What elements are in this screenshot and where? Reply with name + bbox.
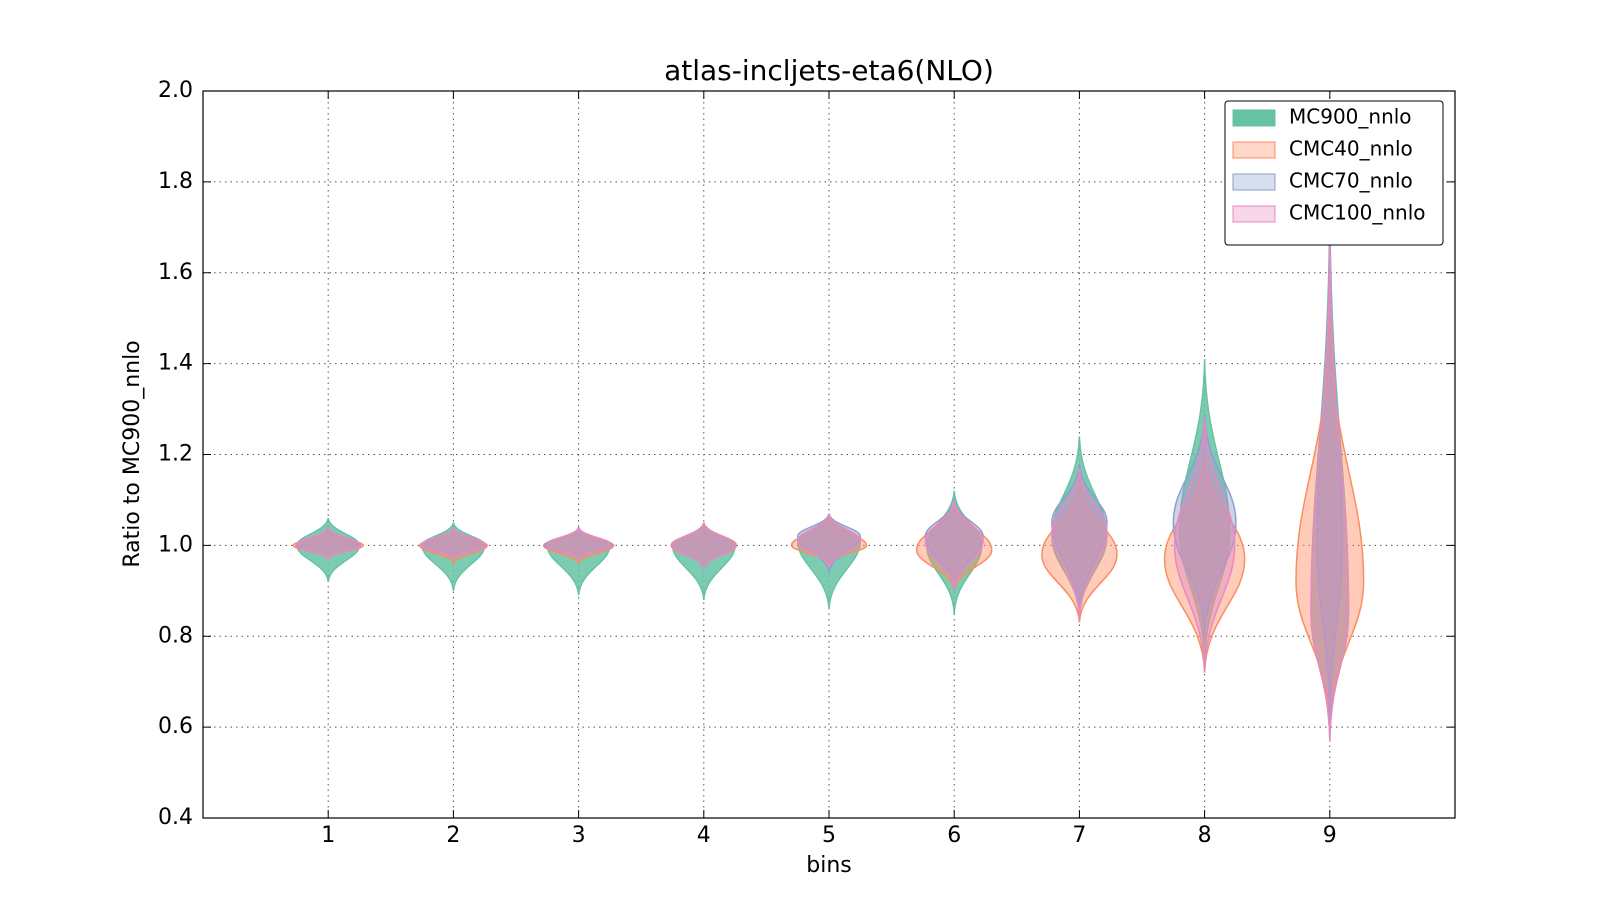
violin <box>420 526 487 560</box>
y-tick-label: 1.6 <box>158 260 193 285</box>
violin <box>1051 468 1108 619</box>
x-tick-label: 4 <box>697 823 711 848</box>
legend-swatch <box>1232 141 1276 159</box>
y-tick-label: 1.4 <box>158 351 193 376</box>
x-tick-label: 1 <box>321 823 335 848</box>
violin <box>1041 481 1118 623</box>
x-tick-label: 6 <box>947 823 961 848</box>
legend-label: CMC70_nnlo <box>1289 169 1413 193</box>
y-tick-label: 0.8 <box>158 623 193 648</box>
plot-frame <box>202 90 1456 819</box>
legend-swatch <box>1232 109 1276 127</box>
legend-label: CMC40_nnlo <box>1289 137 1413 161</box>
y-tick-label: 0.6 <box>158 714 193 739</box>
violin <box>545 526 612 560</box>
violin <box>796 513 862 569</box>
legend-label: CMC100_nnlo <box>1289 201 1426 225</box>
x-tick-label: 5 <box>822 823 836 848</box>
x-tick-label: 3 <box>572 823 586 848</box>
violin <box>924 499 984 591</box>
x-tick-label: 8 <box>1198 823 1212 848</box>
legend-box <box>1224 100 1444 246</box>
x-tick-label: 9 <box>1323 823 1337 848</box>
y-tick-label: 1.0 <box>158 532 193 557</box>
y-axis-label: Ratio to MC900_nnlo <box>120 340 145 567</box>
violin <box>1172 413 1237 637</box>
violin <box>1173 418 1236 673</box>
x-axis-label: bins <box>806 853 851 878</box>
violin <box>296 517 361 582</box>
violin <box>1310 236 1350 741</box>
violin <box>671 522 736 569</box>
y-tick-label: 1.2 <box>158 442 193 467</box>
chart-title: atlas-incljets-eta6(NLO) <box>664 54 994 87</box>
x-tick-label: 7 <box>1072 823 1086 848</box>
legend-label: MC900_nnlo <box>1289 105 1412 129</box>
legend-swatch <box>1232 173 1276 191</box>
x-tick-label: 2 <box>446 823 460 848</box>
y-tick-label: 1.8 <box>158 169 193 194</box>
y-tick-label: 0.4 <box>158 805 193 830</box>
violin <box>294 526 362 560</box>
legend-swatch <box>1232 205 1276 223</box>
y-tick-label: 2.0 <box>158 78 193 103</box>
